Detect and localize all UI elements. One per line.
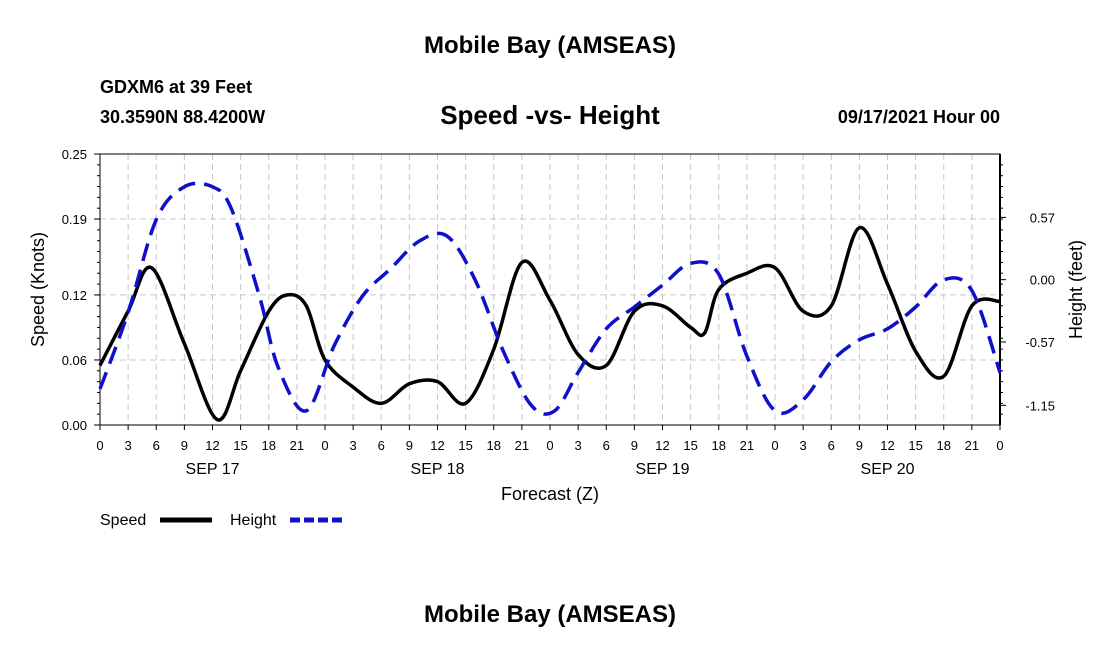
y-tick-label: 0.06 xyxy=(62,353,87,368)
x-tick-label: 12 xyxy=(655,438,669,453)
y-tick-label: 0.19 xyxy=(62,212,87,227)
x-tick-label: 18 xyxy=(712,438,726,453)
x-tick-label: 12 xyxy=(880,438,894,453)
x-tick-label: 15 xyxy=(458,438,472,453)
station-coordinates: 30.3590N 88.4200W xyxy=(100,107,266,127)
x-tick-label: 6 xyxy=(153,438,160,453)
x-tick-label: 3 xyxy=(125,438,132,453)
x-tick-label: 9 xyxy=(856,438,863,453)
station-name: GDXM6 at 39 Feet xyxy=(100,77,253,97)
x-tick-label: 21 xyxy=(965,438,979,453)
x-tick-label: 0 xyxy=(996,438,1003,453)
x-axis-title: Forecast (Z) xyxy=(501,484,599,504)
x-tick-label: 0 xyxy=(96,438,103,453)
x-tick-label: 0 xyxy=(321,438,328,453)
x-tick-label: 12 xyxy=(430,438,444,453)
y-axis-title: Speed (Knots) xyxy=(28,232,48,347)
y-tick-label: 0.25 xyxy=(62,147,87,162)
day-label: SEP 18 xyxy=(411,461,465,478)
x-tick-label: 18 xyxy=(937,438,951,453)
x-tick-label: 21 xyxy=(290,438,304,453)
y-tick-label: 0.12 xyxy=(62,288,87,303)
y-tick-label: 0.00 xyxy=(62,418,87,433)
x-tick-label: 0 xyxy=(546,438,553,453)
x-tick-label: 15 xyxy=(683,438,697,453)
series-line-speed xyxy=(98,225,1001,422)
x-tick-label: 3 xyxy=(350,438,357,453)
x-tick-label: 3 xyxy=(800,438,807,453)
day-label: SEP 17 xyxy=(186,461,240,478)
x-tick-label: 18 xyxy=(487,438,501,453)
x-tick-label: 6 xyxy=(378,438,385,453)
chart-subtitle: Speed -vs- Height xyxy=(440,100,660,130)
x-tick-label: 9 xyxy=(631,438,638,453)
legend-speed-label: Speed xyxy=(100,512,146,529)
forecast-datetime: 09/17/2021 Hour 00 xyxy=(837,107,1000,127)
day-label: SEP 19 xyxy=(636,461,690,478)
y2-tick-label: -1.15 xyxy=(1025,398,1055,413)
day-label: SEP 20 xyxy=(861,461,915,478)
x-tick-label: 15 xyxy=(233,438,247,453)
y2-tick-label: -0.57 xyxy=(1025,335,1055,350)
legend-height-label: Height xyxy=(230,512,277,529)
y2-tick-label: 0.57 xyxy=(1030,210,1055,225)
x-tick-label: 21 xyxy=(515,438,529,453)
y2-tick-label: 0.00 xyxy=(1030,273,1055,288)
series-line-height xyxy=(98,181,1002,416)
x-tick-label: 3 xyxy=(575,438,582,453)
chart-title: Mobile Bay (AMSEAS) xyxy=(423,32,677,59)
x-tick-label: 18 xyxy=(262,438,276,453)
x-tick-label: 6 xyxy=(828,438,835,453)
x-tick-label: 6 xyxy=(603,438,610,453)
x-tick-label: 21 xyxy=(740,438,754,453)
x-tick-label: 12 xyxy=(205,438,219,453)
x-tick-label: 9 xyxy=(406,438,413,453)
footer-title: Mobile Bay (AMSEAS) xyxy=(423,601,677,628)
y2-axis-title: Height (feet) xyxy=(1066,240,1086,339)
x-tick-label: 0 xyxy=(771,438,778,453)
x-tick-label: 9 xyxy=(181,438,188,453)
x-tick-label: 15 xyxy=(908,438,922,453)
